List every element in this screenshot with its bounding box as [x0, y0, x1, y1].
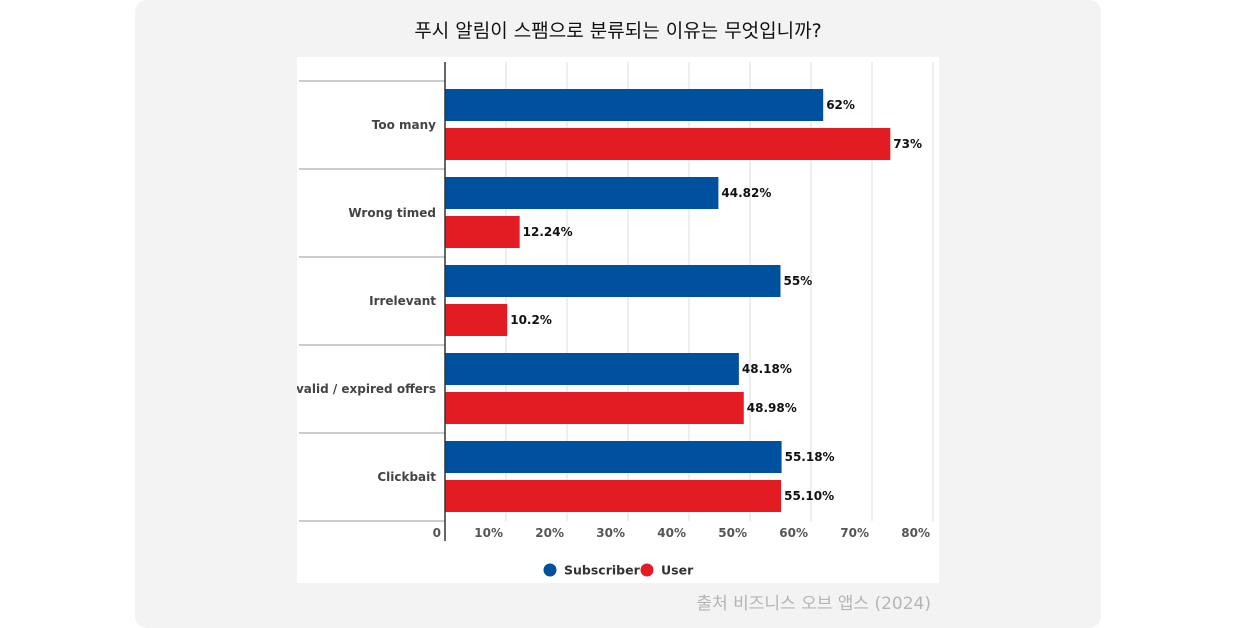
data-label-subscriber: 48.18% [742, 362, 792, 376]
bar-subscriber [445, 265, 781, 297]
data-label-subscriber: 55% [784, 274, 813, 288]
legend-label-subscriber: Subscriber [564, 563, 641, 578]
category-label: Clickbait [377, 470, 436, 484]
x-tick-label: 80% [901, 526, 930, 540]
bar-user [445, 216, 520, 248]
bar-subscriber [445, 353, 739, 385]
x-tick-label: 30% [596, 526, 625, 540]
x-tick-label: 50% [718, 526, 747, 540]
data-label-user: 73% [893, 137, 922, 151]
chart-card: 푸시 알림이 스팸으로 분류되는 이유는 무엇입니까? Too many 62% 7… [135, 0, 1101, 628]
x-tick-label: 20% [535, 526, 564, 540]
bar-chart: Too many 62% 73% Wrong timed 44.82% 12.24% Irr… [297, 62, 934, 578]
data-label-user: 12.24% [523, 225, 573, 239]
category-label: Irrelevant [369, 294, 436, 308]
category-label: Wrong timed [348, 206, 436, 220]
bar-user [445, 480, 782, 512]
data-label-user: 48.98% [747, 401, 797, 415]
data-label-user: 10.2% [510, 313, 552, 327]
bar-subscriber [445, 89, 824, 121]
chart-area: Too many 62% 73% Wrong timed 44.82% 12.24% Irr… [297, 57, 939, 583]
data-label-subscriber: 44.82% [721, 186, 771, 200]
legend-marker-user [640, 563, 654, 577]
chart-title: 푸시 알림이 스팸으로 분류되는 이유는 무엇입니까? [414, 20, 822, 42]
data-label-subscriber: 55.18% [785, 450, 835, 464]
x-tick-label: 10% [474, 526, 503, 540]
category-label: Invalid / expired offers [297, 382, 436, 396]
x-tick-label: 60% [779, 526, 808, 540]
bar-user [445, 392, 744, 424]
legend-marker-subscriber [543, 563, 557, 577]
bar-subscriber [445, 441, 782, 473]
bar-subscriber [445, 177, 719, 209]
bar-user [445, 304, 508, 336]
data-label-user: 55.10% [784, 489, 834, 503]
x-tick-label: 70% [840, 526, 869, 540]
source-note: 출처 비즈니스 오브 앱스 (2024) [696, 594, 931, 614]
data-label-subscriber: 62% [826, 98, 855, 112]
x-tick-label: 40% [657, 526, 686, 540]
x-tick-label: 0 [433, 526, 441, 540]
bar-user [445, 128, 891, 160]
category-label: Too many [372, 118, 436, 132]
legend-label-user: User [661, 563, 694, 578]
